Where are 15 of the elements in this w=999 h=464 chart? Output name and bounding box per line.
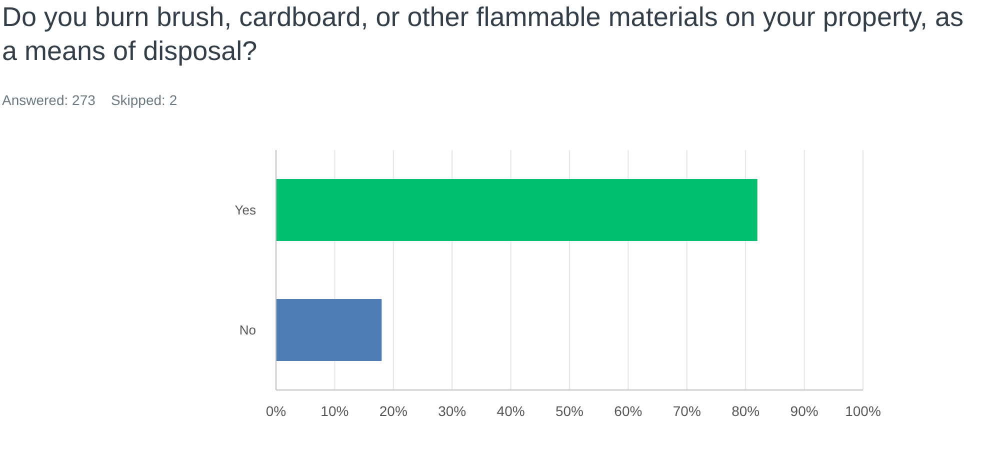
x-tick-label: 30% xyxy=(438,402,466,419)
chart-title: Do you burn brush, cardboard, or other flammable materials on your property, as a means of disposal? xyxy=(2,1,964,68)
x-tick-label: 10% xyxy=(320,402,349,419)
x-tick-label: 0% xyxy=(266,402,286,419)
text: Answered: 273 Skipped: 2 xyxy=(2,92,178,108)
y-tick-label: Yes xyxy=(234,202,256,218)
x-tick-label: 60% xyxy=(614,402,642,419)
x-tick-label: 50% xyxy=(555,402,584,419)
x-tick-label: 90% xyxy=(790,402,818,419)
x-tick-label: 100% xyxy=(845,402,881,419)
x-tick-label: 80% xyxy=(732,402,760,419)
x-tick-label: 40% xyxy=(496,402,525,419)
x-tick-label: 20% xyxy=(379,402,408,419)
x-tick-label: 70% xyxy=(672,402,701,419)
y-tick-label: No xyxy=(239,322,256,338)
